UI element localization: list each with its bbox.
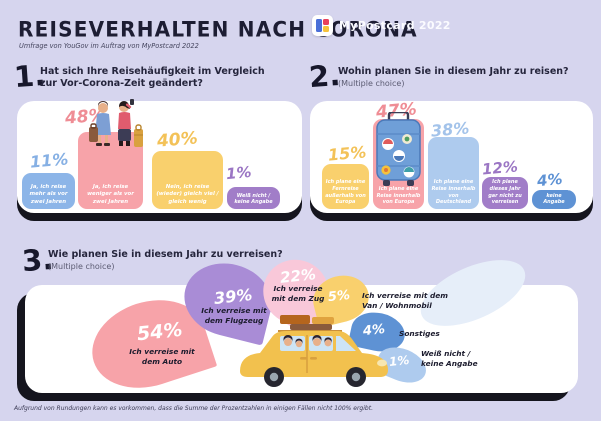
bar-category-label: Nein, ich reise (wieder) gleich viel / g… [156,184,219,205]
bar-category-label: Weiß nicht / keine Angabe [537,185,571,206]
footnote: Aufgrund von Rundungen kann es vorkommen… [14,405,373,412]
logo-pink-square [323,19,329,25]
bar-category-label: Ja, ich reise weniger als vor zwei Jahre… [87,184,134,205]
bar-value-label: 38% [430,118,471,141]
page-title: REISEVERHALTEN NACH CORONA [18,16,418,42]
bar-q2-fernreise: Ich plane eine Fernreise außerhalb von E… [322,164,369,209]
question-3-title: Wie planen Sie in diesem Jahr zu verreis… [48,249,283,260]
bar-category-label: Ich plane eine Reise innerhalb von Deuts… [431,179,476,206]
logo-yellow-square [323,26,329,32]
bubble-value-label: 5% [327,287,351,306]
bar-value-label: 1% [225,162,253,184]
mypostcard-logo-icon [312,15,333,36]
brand-label: MyPostcard 2022 [339,19,451,32]
bar-q2-deutschland: Ich plane eine Reise innerhalb von Deuts… [428,137,479,209]
question-1-title: Hat sich Ihre Reisehäufigkeit im Verglei… [40,66,265,90]
question-2-number: 2. [307,57,342,95]
bar-value-label: 40% [156,128,199,152]
bubble-category-label: Weiß nicht / keine Angabe [421,349,478,368]
bar-q1-mehr-reisen: Ja, ich reise mehr als vor zwei Jahren [22,173,75,209]
bar-q2-keine-angabe: Weiß nicht / keine Angabe [532,186,576,209]
bar-category-label: Ich plane eine Fernreise außerhalb von E… [325,179,366,206]
bar-q1-gleich-viel: Nein, ich reise (wieder) gleich viel / g… [152,151,223,209]
bar-category-label: Ich plane dieses Jahr gar nicht zu verre… [488,179,522,206]
bubble-category-label: Ich verreise mit dem Van / Wohnmobil [362,291,448,310]
chart-3-card: 54% Ich verreise mit dem Auto 39% Ich ve… [25,246,578,402]
bar-category-label: Ich plane eine Reise innerhalb von Europ… [376,185,421,206]
brand-badge: MyPostcard 2022 [312,15,451,36]
suitcase-illustration [376,112,421,186]
bubble-category-label: Sonstiges [399,329,440,338]
bar-category-label: Weiß nicht / keine Angabe [234,192,273,206]
bubble-value-label: 1% [388,352,411,370]
bar-q2-nicht-verreisen: Ich plane dieses Jahr gar nicht zu verre… [482,177,528,209]
bar-value-label: 11% [29,149,70,172]
page-subtitle: Umfrage von YouGov im Auftrag von MyPost… [19,42,199,50]
question-2-title: Wohin planen Sie in diesem Jahr zu reise… [338,66,569,77]
travelers-illustration [89,99,143,147]
question-2-note: (Multiple choice) [338,79,405,88]
question-3-note: (Multiple choice) [48,262,115,271]
bubble-category-label: Ich verreise mit dem Flugzeug [201,306,267,325]
bar-q1-keine-angabe: Weiß nicht / keine Angabe [227,187,280,209]
car-illustration [240,315,388,387]
bar-value-label: 4% [536,169,564,191]
bubble-value-label: 4% [362,321,386,340]
bar-category-label: Ja, ich reise mehr als vor zwei Jahren [29,184,68,205]
bubble-value-label: 39% [213,285,254,308]
chart-2-card: Ich plane eine Fernreise außerhalb von E… [310,99,593,213]
bubble-category-label: Ich verreise mit dem Zug [271,284,325,303]
logo-blue-square [316,19,322,32]
bar-q1-weniger-reisen: Ja, ich reise weniger als vor zwei Jahre… [78,132,143,209]
chart-1-card: Ja, ich reise mehr als vor zwei Jahren J… [17,99,302,213]
bar-value-label: 12% [481,157,519,179]
bar-value-label: 15% [327,142,368,165]
bubble-category-label: Ich verreise mit dem Auto [129,347,195,366]
